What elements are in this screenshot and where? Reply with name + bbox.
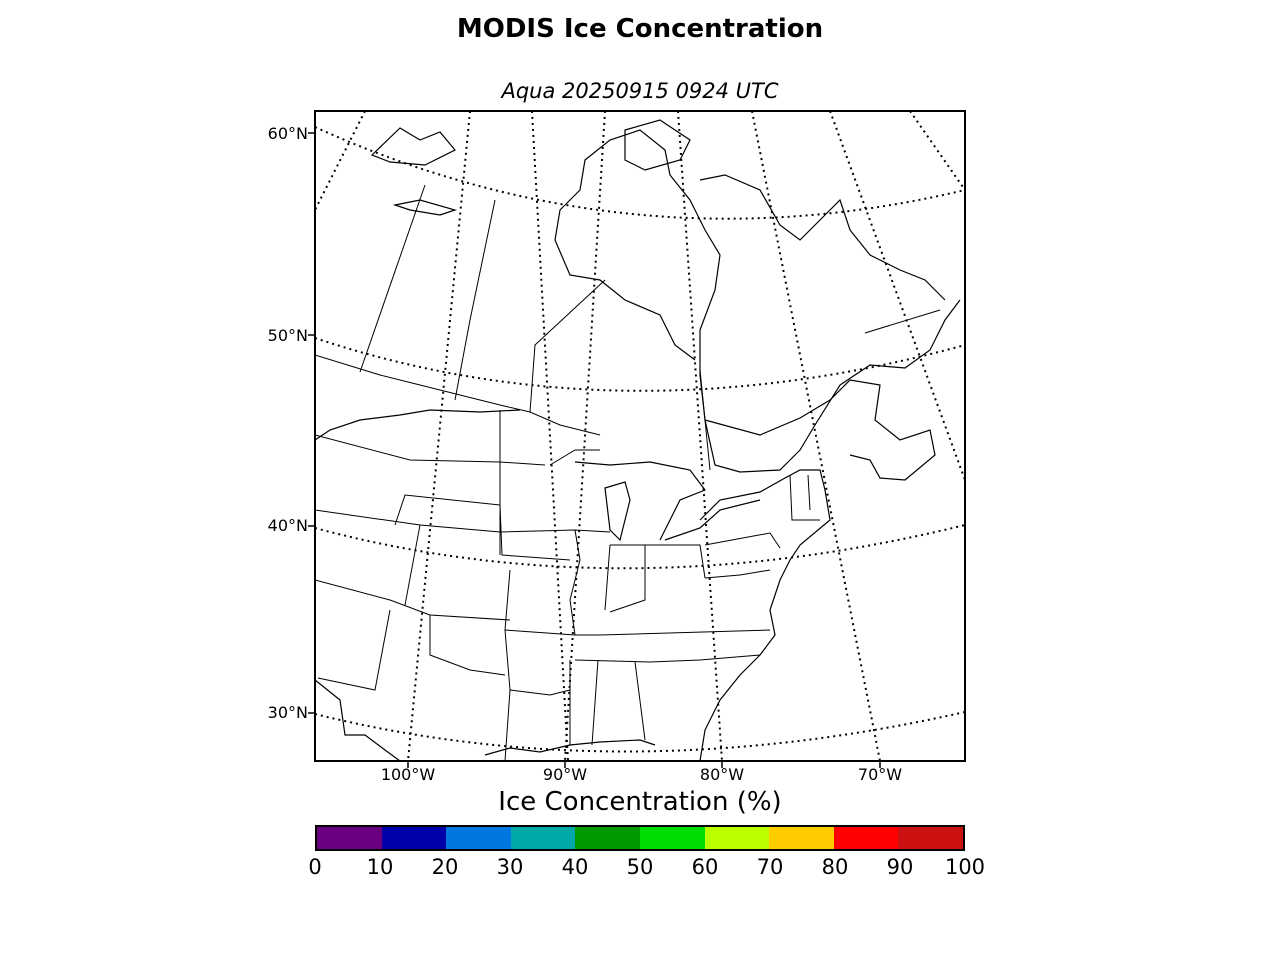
colorbar-segment: [769, 827, 834, 849]
map-frame: [314, 110, 966, 762]
lat-label-40: 40°N: [267, 516, 308, 535]
colorbar-tick-label: 90: [886, 855, 914, 879]
colorbar-tick-label: 20: [431, 855, 459, 879]
colorbar-tick-label: 100: [944, 855, 986, 879]
lon-ticks: [407, 761, 881, 768]
colorbar-tick-label: 30: [496, 855, 524, 879]
lon-label-70w: 70°W: [857, 765, 903, 784]
colorbar-segment: [446, 827, 511, 849]
lat-label-60: 60°N: [267, 124, 308, 143]
lat-label-30: 30°N: [267, 703, 308, 722]
colorbar-tick-label: 70: [756, 855, 784, 879]
lat-ticks: [308, 132, 315, 714]
colorbar-segment: [317, 827, 382, 849]
colorbar-tick-label: 80: [821, 855, 849, 879]
lat-label-50: 50°N: [267, 326, 308, 345]
colorbar-segment: [510, 827, 576, 849]
colorbar-tick-label: 0: [308, 855, 322, 879]
colorbar-tick-label: 40: [561, 855, 589, 879]
colorbar-segment: [898, 827, 963, 849]
lon-label-100w: 100°W: [380, 765, 436, 784]
colorbar: [315, 825, 965, 851]
colorbar-segment: [704, 827, 770, 849]
colorbar-segment: [575, 827, 640, 849]
colorbar-tick-label: 60: [691, 855, 719, 879]
lon-label-90w: 90°W: [542, 765, 588, 784]
coastlines: [315, 119, 961, 761]
colorbar-tick-label: 10: [366, 855, 394, 879]
colorbar-tick-label: 50: [626, 855, 654, 879]
lon-label-80w: 80°W: [699, 765, 745, 784]
chart-subtitle: Aqua 20250915 0924 UTC: [501, 79, 779, 103]
colorbar-segment: [833, 827, 899, 849]
colorbar-segment: [639, 827, 705, 849]
colorbar-label: Ice Concentration (%): [498, 787, 782, 817]
longitude-gridlines: [315, 111, 965, 761]
borders: [315, 184, 941, 761]
chart-title: MODIS Ice Concentration: [456, 14, 824, 44]
colorbar-segment: [381, 827, 447, 849]
